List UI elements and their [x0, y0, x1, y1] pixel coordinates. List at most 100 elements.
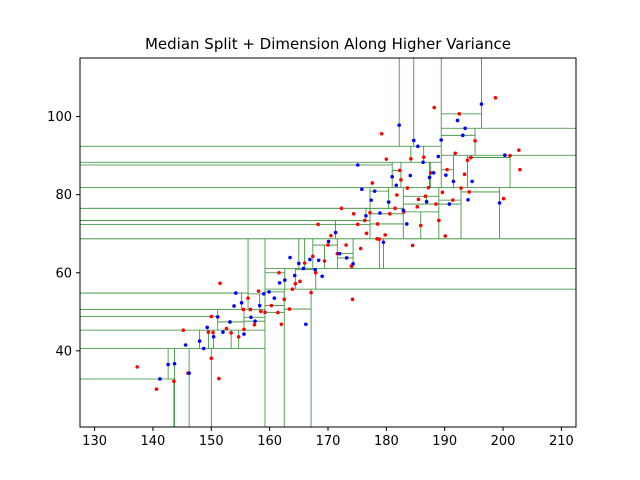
- red-point: [517, 148, 521, 152]
- blue-point: [404, 222, 409, 226]
- red-point: [384, 157, 389, 161]
- red-point: [236, 335, 241, 339]
- x-tick-label: 180: [374, 434, 399, 449]
- red-point: [377, 237, 382, 241]
- x-tick-label: 170: [316, 434, 341, 449]
- blue-point: [301, 266, 306, 271]
- red-point: [209, 314, 214, 319]
- red-point: [313, 270, 318, 275]
- blue-point: [215, 315, 220, 319]
- red-point: [416, 197, 421, 202]
- blue-point: [292, 273, 297, 278]
- red-point: [224, 326, 229, 331]
- blue-point: [313, 267, 317, 272]
- blue-point: [277, 281, 282, 285]
- red-point: [518, 167, 522, 172]
- blue-point: [297, 261, 301, 266]
- red-point: [287, 307, 292, 311]
- red-point: [344, 243, 348, 247]
- blue-point: [267, 290, 271, 294]
- red-point: [508, 153, 512, 158]
- blue-point: [221, 330, 225, 334]
- y-axis: 40 60 80 100: [47, 110, 80, 359]
- blue-point: [272, 296, 277, 300]
- red-point: [428, 171, 433, 175]
- blue-point: [183, 343, 188, 347]
- red-point: [263, 310, 267, 315]
- red-point: [437, 218, 441, 223]
- red-point: [397, 168, 402, 173]
- blue-point: [288, 255, 292, 260]
- blue-point: [390, 174, 394, 179]
- red-point: [375, 222, 380, 226]
- red-point: [364, 231, 369, 236]
- x-tick-label: 140: [141, 434, 166, 449]
- red-point: [405, 186, 410, 190]
- blue-point: [304, 322, 308, 327]
- blue-point: [424, 199, 429, 204]
- red-point: [426, 185, 431, 190]
- blue-point: [337, 251, 342, 256]
- blue-point: [460, 133, 465, 138]
- red-point: [248, 307, 253, 312]
- red-point: [421, 155, 426, 159]
- blue-point: [308, 257, 312, 262]
- red-point: [241, 307, 246, 312]
- red-point: [465, 158, 470, 163]
- red-point: [206, 330, 211, 334]
- red-point: [501, 196, 506, 201]
- red-point: [269, 303, 274, 308]
- red-point: [432, 105, 437, 110]
- red-point: [259, 309, 263, 314]
- blue-point: [479, 102, 484, 106]
- red-point: [246, 296, 250, 300]
- blue-point: [351, 261, 355, 266]
- blue-point: [228, 320, 232, 324]
- blue-point: [421, 160, 425, 165]
- red-point: [409, 156, 413, 161]
- red-point: [370, 181, 375, 185]
- red-point: [282, 297, 287, 302]
- red-point: [279, 322, 284, 327]
- red-point: [277, 270, 281, 275]
- red-point: [172, 379, 176, 384]
- red-point: [418, 223, 423, 228]
- x-axis: 130 140 150 160 170 180 190 200 210: [82, 427, 574, 449]
- red-point: [209, 356, 214, 361]
- red-point: [329, 233, 333, 238]
- red-point: [467, 190, 472, 194]
- blue-point: [232, 304, 236, 308]
- blue-point: [470, 179, 474, 184]
- blue-point: [444, 173, 448, 177]
- blue-point: [326, 239, 331, 244]
- blue-point: [344, 256, 349, 260]
- blue-point: [503, 153, 507, 158]
- blue-point: [166, 362, 170, 367]
- red-point: [339, 206, 344, 211]
- red-point: [469, 155, 473, 160]
- red-point: [383, 233, 387, 237]
- red-point: [252, 322, 257, 327]
- blue-point: [411, 138, 416, 143]
- points-group: [135, 96, 522, 391]
- blue-point: [355, 163, 360, 167]
- blue-point: [439, 138, 444, 142]
- blue-point: [333, 230, 338, 235]
- blue-point: [211, 335, 216, 339]
- blue-point: [316, 258, 321, 263]
- x-tick-label: 200: [491, 434, 516, 449]
- blue-point: [283, 278, 287, 282]
- red-point: [399, 178, 403, 182]
- red-point: [298, 279, 302, 284]
- red-point: [218, 281, 222, 286]
- red-point: [211, 330, 215, 335]
- red-point: [276, 310, 280, 315]
- blue-point: [408, 173, 413, 178]
- y-tick-label: 100: [47, 110, 72, 125]
- red-point: [322, 259, 327, 263]
- blue-point: [201, 346, 206, 351]
- red-point: [415, 204, 420, 209]
- blue-point: [401, 208, 406, 213]
- red-point: [242, 327, 246, 332]
